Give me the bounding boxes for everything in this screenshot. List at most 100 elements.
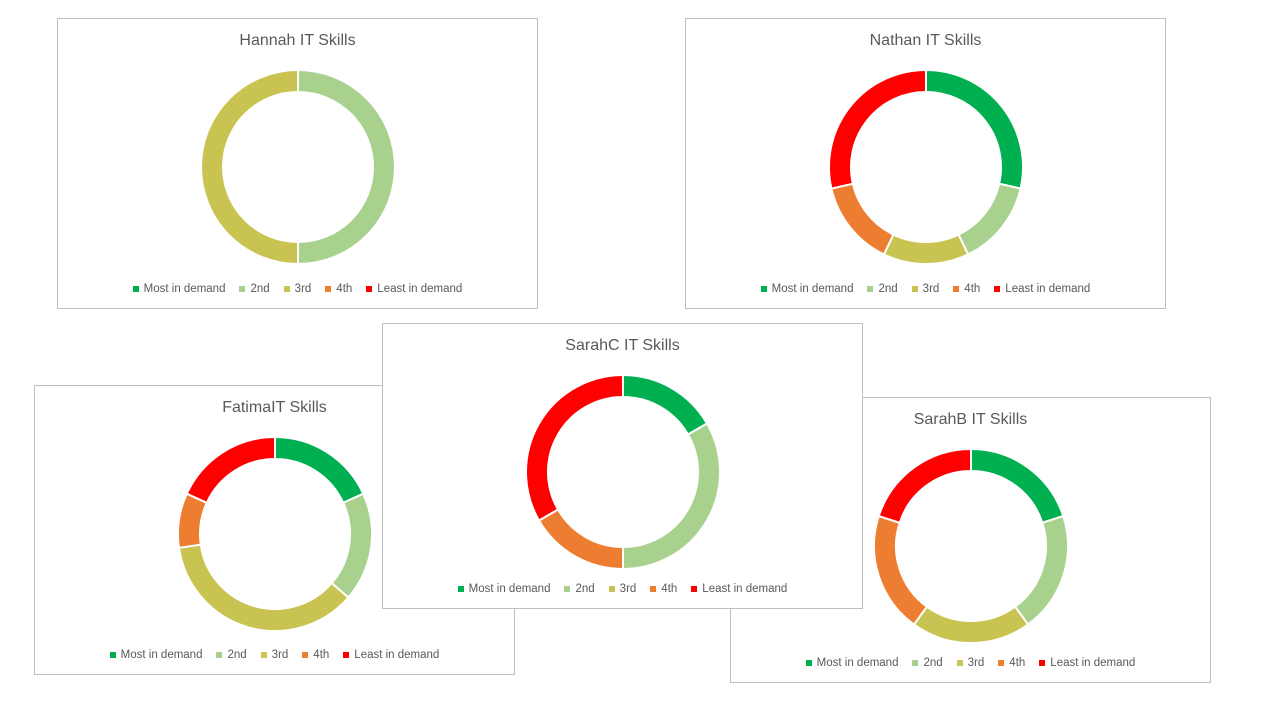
donut-slice-most-in-demand [622,373,709,436]
legend-swatch [912,660,919,666]
donut-slice-3rd [882,233,970,265]
legend-swatch [283,286,290,292]
legend-item-3rd: 3rd [911,283,940,295]
legend-item-2nd: 2nd [239,283,270,295]
legend-item-most-in-demand: Most in demand [805,657,899,669]
legend-swatch [805,660,812,666]
legend-label: 3rd [271,649,289,661]
legend-label: 3rd [922,283,940,295]
legend-item-4th: 4th [953,283,980,295]
legend-label: 4th [313,649,330,661]
donut-slice-most-in-demand [274,435,365,505]
donut-slice-2nd [330,492,373,599]
legend-label: 2nd [250,283,270,295]
donut-slice-3rd [200,68,299,266]
legend-item-2nd: 2nd [867,283,898,295]
legend-swatch [691,586,698,592]
donut-slice-2nd [622,422,721,571]
donut-slice-4th [830,182,895,256]
chart-card-nathan: Nathan IT Skills Most in demand 2nd 3rd 4th… [685,18,1166,309]
chart-title: Nathan IT Skills [869,32,982,49]
legend-label: Least in demand [377,283,463,295]
legend-item-least-in-demand: Least in demand [691,583,787,595]
legend-label: Most in demand [771,283,854,295]
donut-slice-least-in-demand [185,435,276,505]
legend-label: 4th [336,283,353,295]
legend-item-3rd: 3rd [608,583,637,595]
chart-legend: Most in demand 2nd 3rd 4th Least in demand [731,657,1210,669]
donut-chart-sarahc [525,373,721,571]
legend-item-3rd: 3rd [956,657,984,669]
chart-title: FatimaIT Skills [222,399,327,416]
legend-label: 2nd [575,583,595,595]
chart-legend: Most in demand 2nd 3rd 4th Least in demand [383,583,862,595]
donut-slice-2nd [1013,514,1069,626]
donut-slice-4th [873,514,929,626]
legend-item-4th: 4th [650,583,677,595]
legend-item-2nd: 2nd [912,657,943,669]
donut-slice-most-in-demand [970,447,1065,525]
chart-card-hannah: Hannah IT Skills Most in demand 2nd 3rd 4th… [57,18,538,309]
legend-swatch [953,286,960,292]
legend-item-2nd: 2nd [564,583,595,595]
legend-swatch [911,286,918,292]
legend-label: 3rd [294,283,312,295]
legend-label: Least in demand [702,583,788,595]
donut-slice-most-in-demand [925,68,1024,190]
chart-legend: Most in demand 2nd 3rd 4th Least in demand [58,283,537,295]
chart-card-sarahc: SarahC IT Skills Most in demand 2nd 3rd 4th… [382,323,863,609]
legend-label: 4th [964,283,981,295]
legend-swatch [760,286,767,292]
chart-legend: Most in demand 2nd 3rd 4th Least in demand [35,649,514,661]
legend-item-least-in-demand: Least in demand [994,283,1090,295]
legend-swatch [302,652,309,658]
legend-swatch [132,286,139,292]
donut-slice-2nd [957,182,1022,256]
legend-item-least-in-demand: Least in demand [343,649,439,661]
legend-swatch [109,652,116,658]
legend-swatch [1039,660,1046,666]
legend-label: Most in demand [143,283,226,295]
legend-item-most-in-demand: Most in demand [132,283,226,295]
legend-swatch [260,652,267,658]
donut-slice-least-in-demand [828,68,927,190]
chart-title: Hannah IT Skills [239,32,356,49]
legend-label: 4th [661,583,678,595]
legend-swatch [343,652,350,658]
legend-swatch [994,286,1001,292]
legend-swatch [239,286,246,292]
legend-label: Least in demand [354,649,440,661]
legend-label: Least in demand [1005,283,1091,295]
legend-label: 3rd [619,583,637,595]
donut-slice-least-in-demand [877,447,972,525]
legend-swatch [366,286,373,292]
legend-swatch [998,660,1005,666]
donut-slice-3rd [912,605,1030,644]
donut-chart-nathan [828,68,1024,265]
legend-swatch [956,660,963,666]
legend-label: Most in demand [816,657,899,669]
legend-item-most-in-demand: Most in demand [109,649,202,661]
legend-label: Least in demand [1050,657,1136,669]
chart-legend: Most in demand 2nd 3rd 4th Least in demand [686,283,1165,295]
donut-slice-3rd [177,543,350,632]
legend-label: 2nd [878,283,898,295]
legend-swatch [867,286,874,292]
legend-swatch [325,286,332,292]
donut-chart-hannah [200,68,396,266]
legend-label: 4th [1009,657,1026,669]
legend-swatch [457,586,464,592]
legend-swatch [650,586,657,592]
legend-label: 2nd [923,657,943,669]
legend-item-most-in-demand: Most in demand [760,283,854,295]
donut-chart-fatima [177,435,373,632]
chart-title: SarahB IT Skills [913,411,1028,428]
chart-title: SarahC IT Skills [565,337,680,354]
legend-item-least-in-demand: Least in demand [366,283,462,295]
legend-item-3rd: 3rd [283,283,312,295]
legend-item-4th: 4th [325,283,352,295]
legend-swatch [216,652,223,658]
legend-item-4th: 4th [998,657,1025,669]
legend-item-2nd: 2nd [216,649,247,661]
